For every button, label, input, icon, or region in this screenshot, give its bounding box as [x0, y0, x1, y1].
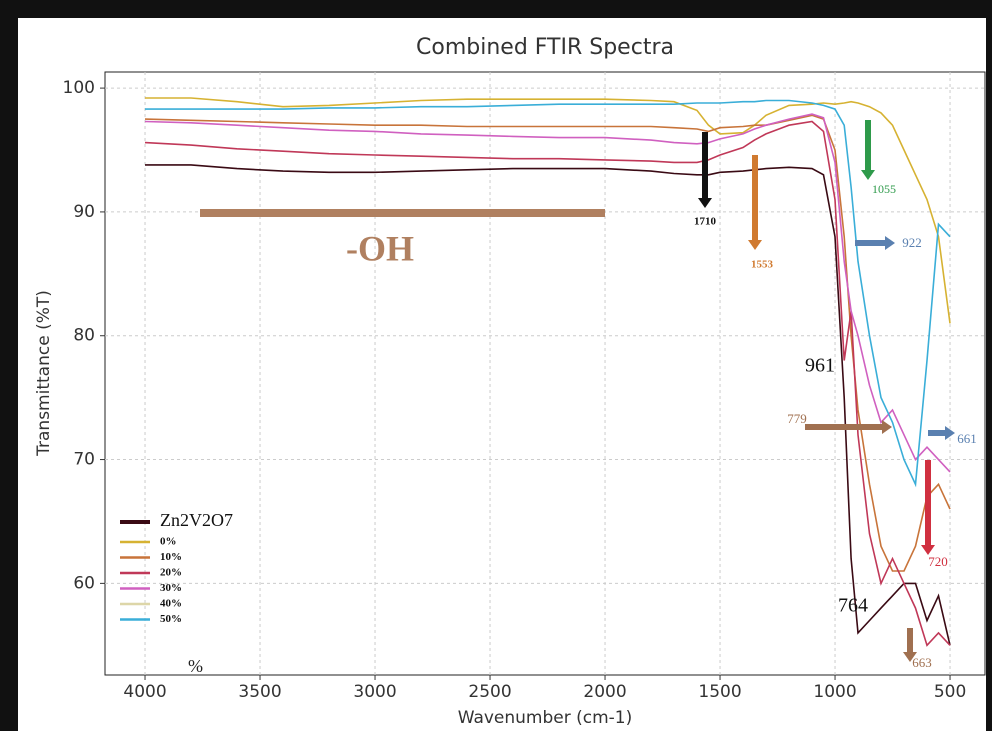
x-axis-label: Wavenumber (cm-1): [458, 708, 633, 728]
legend-label: 50%: [160, 613, 182, 625]
legend-label: 40%: [160, 598, 182, 610]
series-line: [145, 164, 951, 646]
y-axis-label: Transmittance (%T): [34, 290, 54, 457]
chart-title: Combined FTIR Spectra: [416, 35, 674, 60]
annotation: 779: [787, 411, 807, 426]
annotation: 764: [838, 595, 868, 617]
arrow-head: [698, 198, 712, 208]
y-tick-label: 80: [73, 326, 95, 346]
x-tick-label: 2500: [468, 682, 511, 702]
arrow-head: [748, 240, 762, 250]
legend-note: %: [188, 656, 203, 676]
annotation: 720: [928, 554, 948, 569]
x-tick-label: 1500: [698, 682, 741, 702]
x-tick-label: 2000: [583, 682, 626, 702]
y-tick-label: 90: [73, 202, 95, 222]
series-line: [144, 113, 951, 473]
legend-label: 30%: [160, 582, 182, 594]
series-line: [144, 114, 951, 572]
x-tick-label: 3000: [353, 682, 396, 702]
arrow-head: [945, 426, 955, 440]
series-line: [144, 120, 951, 647]
annotation: 1055: [872, 182, 896, 196]
annotation: 922: [902, 235, 922, 250]
arrow-head: [903, 652, 917, 662]
legend-label: 0%: [160, 536, 177, 548]
series-line: [145, 99, 951, 488]
legend-label: 10%: [160, 551, 182, 563]
annotation: 1710: [694, 216, 717, 228]
x-tick-label: 500: [934, 682, 966, 702]
annotation: 961: [805, 355, 835, 377]
plot-frame: [104, 71, 986, 676]
arrow-head: [921, 545, 935, 555]
annotation: 661: [957, 431, 977, 446]
y-tick-label: 70: [73, 450, 95, 470]
arrow-head: [861, 170, 875, 180]
y-tick-label: 60: [73, 573, 95, 593]
legend-label: Zn2V2O7: [160, 510, 233, 530]
y-tick-label: 100: [63, 78, 95, 98]
legend-label: 20%: [160, 567, 182, 579]
annotation: -OH: [346, 228, 414, 268]
x-tick-label: 3500: [238, 682, 281, 702]
annotation: 663: [912, 655, 932, 670]
arrow-head: [882, 420, 892, 434]
series-line: [145, 97, 951, 324]
annotation: 1553: [751, 259, 774, 271]
arrow-head: [885, 236, 895, 250]
x-tick-label: 4000: [123, 682, 166, 702]
x-tick-label: 1000: [813, 682, 856, 702]
